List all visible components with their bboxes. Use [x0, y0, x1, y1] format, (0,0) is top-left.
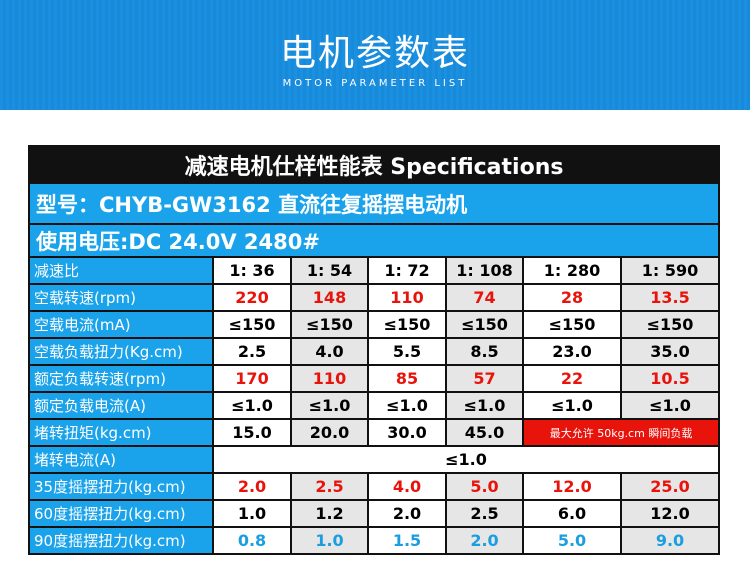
- value-cell: 5.5: [367, 337, 447, 366]
- table-row: 空载转速(rpm) 220 148 110 74 28 13.5: [28, 283, 721, 312]
- model-row: 型号：CHYB-GW3162 直流往复摇摆电动机: [27, 182, 721, 225]
- value-cell: 1: 36: [212, 256, 292, 285]
- value-cell: ≤1.0: [290, 391, 369, 420]
- value-cell: 57: [445, 364, 524, 393]
- value-cell: 30.0: [367, 418, 447, 447]
- header-title: 电机参数表: [279, 33, 470, 74]
- value-cell: 1.2: [290, 499, 369, 528]
- row-label: 额定负载转速(rpm): [28, 364, 214, 393]
- value-cell: 10.5: [619, 364, 721, 393]
- row-label: 减速比: [28, 256, 214, 285]
- table-row: 减速比 1: 36 1: 54 1: 72 1: 108 1: 280 1: 590: [28, 256, 721, 285]
- table-row: 空载电流(mA) ≤150 ≤150 ≤150 ≤150 ≤150 ≤150: [28, 310, 721, 339]
- value-cell: ≤150: [367, 310, 447, 339]
- value-cell: 74: [445, 283, 524, 312]
- header-subtitle: MOTOR PARAMETER LIST: [282, 78, 468, 89]
- row-label: 35度摇摆扭力(kg.cm): [28, 472, 214, 501]
- value-cell: 148: [290, 283, 369, 312]
- value-cell: 1: 54: [290, 256, 369, 285]
- row-label: 空载负载扭力(Kg.cm): [28, 337, 214, 366]
- table-title: 减速电机仕样性能表 Specifications: [27, 145, 721, 184]
- row-label: 额定负载电流(A): [28, 391, 214, 420]
- value-cell: 12.0: [522, 472, 622, 501]
- value-cell: 85: [367, 364, 447, 393]
- value-cell: 9.0: [619, 526, 721, 555]
- value-cell: ≤1.0: [522, 391, 622, 420]
- value-cell: 2.5: [212, 337, 292, 366]
- value-cell: 13.5: [619, 283, 721, 312]
- header-banner: 电机参数表 MOTOR PARAMETER LIST: [0, 0, 750, 110]
- value-cell: 35.0: [619, 337, 721, 366]
- row-label: 90度摇摆扭力(kg.cm): [28, 526, 214, 555]
- value-cell: 1.5: [367, 526, 447, 555]
- value-cell: ≤150: [212, 310, 292, 339]
- value-cell: ≤1.0: [211, 445, 721, 474]
- table-row: 90度摇摆扭力(kg.cm) 0.8 1.0 1.5 2.0 5.0 9.0: [28, 526, 721, 555]
- value-cell: 1: 72: [367, 256, 447, 285]
- value-cell: 0.8: [212, 526, 292, 555]
- value-cell: ≤1.0: [445, 391, 524, 420]
- value-cell: 6.0: [522, 499, 622, 528]
- value-cell: 110: [290, 364, 369, 393]
- value-cell: 2.5: [290, 472, 369, 501]
- value-cell: 8.5: [445, 337, 524, 366]
- value-cell: 2.0: [212, 472, 292, 501]
- value-cell: 25.0: [619, 472, 721, 501]
- value-cell: 4.0: [367, 472, 447, 501]
- value-cell: ≤1.0: [619, 391, 721, 420]
- value-cell: ≤150: [619, 310, 721, 339]
- value-cell: 最大允许 50kg.cm 瞬间负载: [521, 418, 721, 447]
- row-label: 60度摇摆扭力(kg.cm): [28, 499, 214, 528]
- value-cell: 23.0: [522, 337, 622, 366]
- value-cell: 1.0: [290, 526, 369, 555]
- row-label: 空载转速(rpm): [28, 283, 214, 312]
- spec-table: 减速电机仕样性能表 Specifications 型号：CHYB-GW3162 …: [27, 145, 721, 555]
- value-cell: 15.0: [212, 418, 292, 447]
- table-row: 35度摇摆扭力(kg.cm) 2.0 2.5 4.0 5.0 12.0 25.0: [28, 472, 721, 501]
- value-cell: ≤1.0: [212, 391, 292, 420]
- value-cell: 2.0: [445, 526, 524, 555]
- value-cell: 2.5: [445, 499, 524, 528]
- row-label: 堵转扭矩(kg.cm): [28, 418, 214, 447]
- value-cell: 2.0: [367, 499, 447, 528]
- value-cell: 1: 280: [522, 256, 622, 285]
- value-cell: ≤150: [522, 310, 622, 339]
- table-row: 空载负载扭力(Kg.cm) 2.5 4.0 5.5 8.5 23.0 35.0: [28, 337, 721, 366]
- value-cell: 12.0: [619, 499, 721, 528]
- value-cell: 170: [212, 364, 292, 393]
- table-row: 60度摇摆扭力(kg.cm) 1.0 1.2 2.0 2.5 6.0 12.0: [28, 499, 721, 528]
- row-label: 空载电流(mA): [28, 310, 214, 339]
- table-row: 额定负载转速(rpm) 170 110 85 57 22 10.5: [28, 364, 721, 393]
- value-cell: 22: [522, 364, 622, 393]
- value-cell: ≤150: [290, 310, 369, 339]
- value-cell: 5.0: [522, 526, 622, 555]
- value-cell: 220: [212, 283, 292, 312]
- value-cell: 1: 590: [619, 256, 721, 285]
- value-cell: ≤1.0: [367, 391, 447, 420]
- value-cell: 45.0: [445, 418, 524, 447]
- value-cell: 5.0: [445, 472, 524, 501]
- table-row: 堵转电流(A) ≤1.0: [28, 445, 721, 474]
- row-label: 堵转电流(A): [28, 445, 214, 474]
- table-row: 额定负载电流(A) ≤1.0 ≤1.0 ≤1.0 ≤1.0 ≤1.0 ≤1.0: [28, 391, 721, 420]
- table-row: 堵转扭矩(kg.cm) 15.0 20.0 30.0 45.0 最大允许 50kg.cm …: [28, 418, 721, 447]
- value-cell: 20.0: [290, 418, 369, 447]
- value-cell: 1.0: [212, 499, 292, 528]
- value-cell: 110: [367, 283, 447, 312]
- value-cell: 28: [522, 283, 622, 312]
- value-cell: ≤150: [445, 310, 524, 339]
- value-cell: 4.0: [290, 337, 369, 366]
- value-cell: 1: 108: [445, 256, 524, 285]
- voltage-row: 使用电压:DC 24.0V 2480#: [27, 223, 721, 258]
